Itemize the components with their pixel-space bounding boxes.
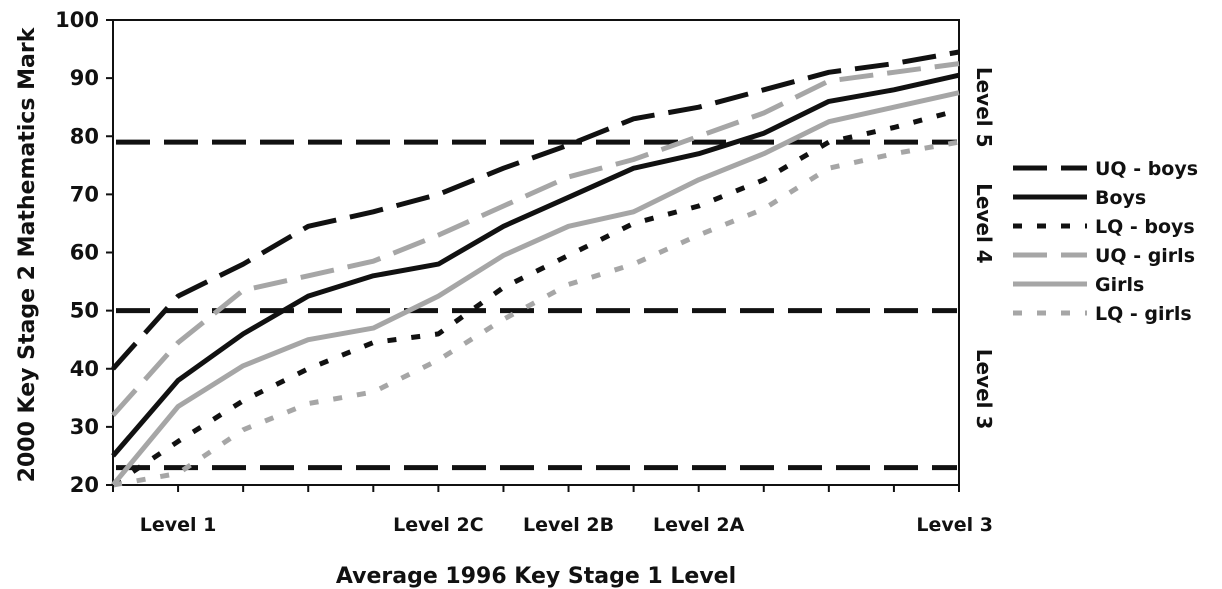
x-axis-title: Average 1996 Key Stage 1 Level bbox=[336, 564, 736, 589]
x-category-label-level-1: Level 1 bbox=[140, 514, 217, 536]
y-axis-title: 2000 Key Stage 2 Mathematics Mark bbox=[15, 26, 40, 482]
y-tick-label: 40 bbox=[70, 357, 99, 381]
y-tick-label: 90 bbox=[70, 66, 99, 90]
y-tick-label: 80 bbox=[70, 124, 99, 148]
y-tick-label: 30 bbox=[70, 415, 99, 439]
x-category-label-level-2b: Level 2B bbox=[523, 514, 614, 536]
y-axis: 20 30 40 50 60 70 80 90 100 bbox=[55, 8, 113, 497]
legend-label-lq-girls: LQ - girls bbox=[1095, 303, 1192, 325]
legend: UQ - boys Boys LQ - boys UQ - girls Girls LQ … bbox=[1013, 158, 1198, 325]
legend-label-girls: Girls bbox=[1095, 274, 1144, 296]
y-tick-label: 50 bbox=[70, 299, 99, 323]
series-line-uq-girls bbox=[111, 61, 960, 417]
y-tick-label: 70 bbox=[70, 182, 99, 206]
level-band-labels: Level 5 Level 4 Level 3 bbox=[972, 67, 996, 430]
legend-label-uq-girls: UQ - girls bbox=[1095, 245, 1195, 267]
legend-label-lq-boys: LQ - boys bbox=[1095, 216, 1195, 238]
plot-frame bbox=[112, 19, 960, 486]
series-line-girls bbox=[111, 90, 960, 487]
legend-label-boys: Boys bbox=[1095, 187, 1146, 209]
plot-area-border bbox=[112, 19, 960, 486]
band-label-level-4: Level 4 bbox=[972, 183, 996, 264]
series-lines bbox=[111, 49, 960, 488]
threshold-lines bbox=[116, 139, 957, 471]
y-tick-label: 60 bbox=[70, 241, 99, 265]
legend-label-uq-boys: UQ - boys bbox=[1095, 158, 1198, 180]
x-category-label-level-2a: Level 2A bbox=[653, 514, 745, 536]
series-line-boys bbox=[111, 72, 960, 458]
x-category-label-level-2c: Level 2C bbox=[393, 514, 484, 536]
x-axis: Level 1 Level 2C Level 2B Level 2A Level 3 bbox=[112, 485, 993, 536]
y-tick-label: 20 bbox=[70, 473, 99, 497]
x-category-label-level-3: Level 3 bbox=[916, 514, 993, 536]
band-label-level-5: Level 5 bbox=[972, 67, 996, 148]
y-tick-label: 100 bbox=[55, 8, 99, 32]
series-line-uq-boys bbox=[111, 49, 960, 371]
band-label-level-3: Level 3 bbox=[972, 349, 996, 430]
